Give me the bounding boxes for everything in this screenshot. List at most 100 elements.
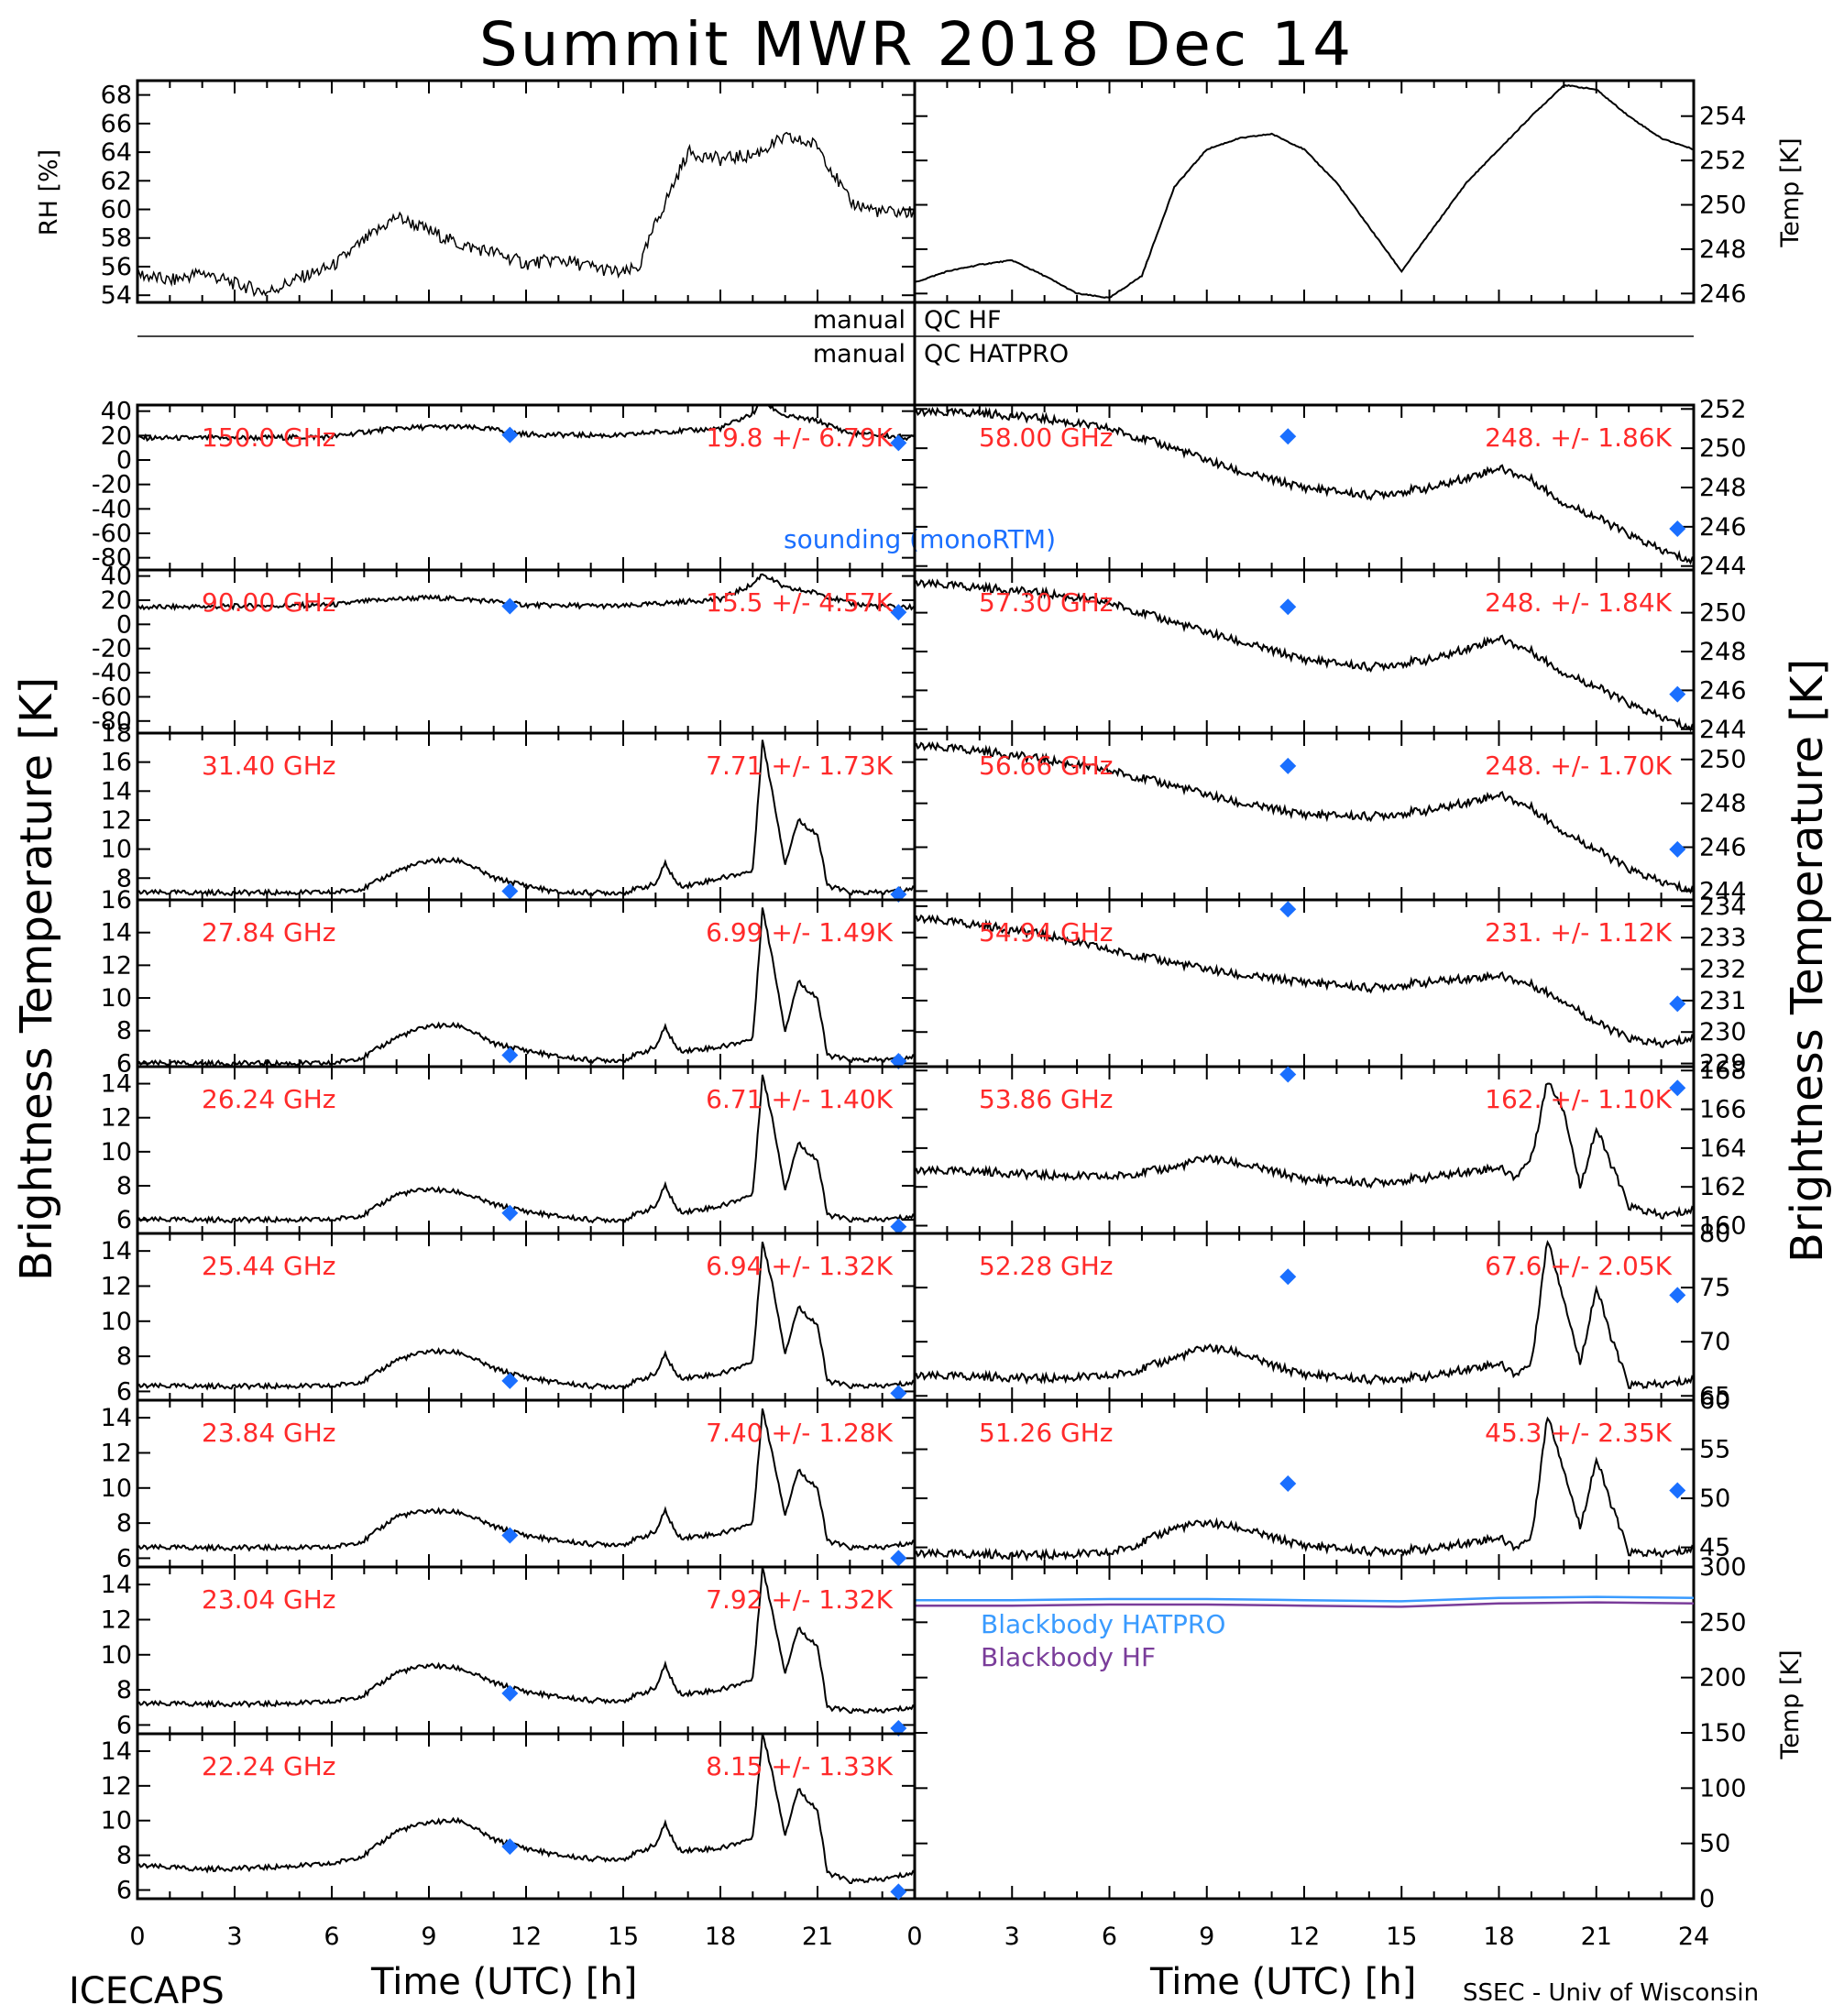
sounding-marker	[1669, 995, 1686, 1013]
y-tick-label: 250	[1699, 746, 1747, 774]
y-tick-label: 160	[1699, 1212, 1747, 1241]
x-tick-label-right: 15	[1386, 1923, 1417, 1951]
y-tick-label: 0	[116, 610, 132, 639]
x-tick-label-right: 6	[1102, 1923, 1117, 1951]
sounding-marker	[1279, 757, 1297, 774]
stats-label: 7.40 +/- 1.28K	[706, 1418, 893, 1448]
frequency-label: 90.00 GHz	[202, 587, 336, 618]
x-tick-label-left: 18	[705, 1923, 736, 1951]
y-tick-label: 14	[101, 919, 132, 948]
sounding-marker	[1279, 1268, 1297, 1286]
data-trace-57.30	[914, 578, 1695, 732]
sounding-marker	[890, 434, 907, 452]
y-tick-label: 65	[1699, 1382, 1730, 1410]
sounding-marker	[501, 1838, 519, 1856]
y-tick-label: 16	[101, 749, 132, 777]
y-tick-label: 20	[101, 586, 132, 615]
y-tick-label: 20	[101, 422, 132, 450]
y-tick-label: 8	[116, 1342, 132, 1371]
y-tick-label: 14	[101, 777, 132, 805]
y-tick-label: 8	[116, 1017, 132, 1046]
y-tick-label: 0	[116, 446, 132, 475]
y-tick-label: 150	[1699, 1719, 1747, 1748]
y-tick-label: 246	[1699, 834, 1747, 862]
y-tick-label: 12	[101, 1605, 132, 1634]
x-tick-label-left: 12	[510, 1923, 542, 1951]
frequency-label: 27.84 GHz	[202, 917, 336, 948]
data-trace-150	[137, 403, 916, 443]
frequency-label: 26.24 GHz	[202, 1084, 336, 1114]
data-trace-31.40	[137, 740, 916, 898]
frequency-label: 23.04 GHz	[202, 1584, 336, 1615]
frequency-label: 58.00 GHz	[979, 422, 1114, 453]
blackbody-line-0	[915, 1595, 1695, 1603]
y-tick-label: 40	[101, 563, 132, 591]
x-tick-label-right: 12	[1289, 1923, 1320, 1951]
sounding-marker	[501, 1684, 519, 1702]
x-tick-label-right: 21	[1581, 1923, 1612, 1951]
stats-label: 248. +/- 1.84K	[1485, 587, 1672, 618]
y-tick-label: 168	[1699, 1057, 1747, 1085]
y-tick-label: 100	[1699, 1774, 1747, 1802]
y-tick-label: 60	[101, 196, 132, 225]
frequency-label: 52.28 GHz	[979, 1251, 1114, 1281]
frequency-label: 22.24 GHz	[202, 1751, 336, 1781]
qc-label-1: QC HF	[924, 306, 1002, 334]
y-tick-label: 64	[101, 138, 132, 167]
y-tick-label: -80	[92, 544, 132, 573]
y-tick-label: 10	[101, 1641, 132, 1670]
y-tick-label: 14	[101, 1404, 132, 1432]
y-tick-label: -60	[92, 683, 132, 711]
y-tick-label: 6	[116, 1544, 132, 1572]
y-tick-label: 62	[101, 167, 132, 195]
y-tick-label: 244	[1699, 877, 1747, 905]
y-tick-label: 12	[101, 1772, 132, 1801]
y-tick-label: 10	[101, 984, 132, 1013]
y-tick-label: 12	[101, 806, 132, 835]
sounding-marker	[890, 1550, 907, 1567]
legend-sounding: sounding (monoRTM)	[784, 524, 1056, 554]
temp-axis-label: Temp [K]	[1776, 137, 1805, 247]
stats-label: 7.71 +/- 1.73K	[706, 751, 893, 781]
y-tick-label: 60	[1699, 1386, 1730, 1415]
bottom-x-axis-label-right: Time (UTC) [h]	[1150, 1961, 1417, 2003]
data-trace-56.66	[914, 740, 1695, 894]
y-tick-label: 8	[116, 1172, 132, 1200]
stats-label: 248. +/- 1.70K	[1485, 751, 1672, 781]
y-tick-label: -60	[92, 520, 132, 548]
y-tick-label: 0	[1699, 1885, 1715, 1913]
stats-label: 15.5 +/- 4.57K	[706, 587, 893, 618]
y-tick-label: 68	[101, 82, 132, 110]
qc-manual-1: manual	[813, 306, 906, 334]
y-tick-label: 18	[101, 719, 132, 748]
sounding-marker	[1279, 598, 1297, 616]
sounding-marker	[1669, 840, 1686, 858]
stats-label: 231. +/- 1.12K	[1485, 917, 1672, 948]
sounding-marker	[501, 1046, 519, 1064]
sounding-marker	[1669, 520, 1686, 537]
y-tick-label: 248	[1699, 236, 1747, 264]
sounding-marker	[1669, 1079, 1686, 1097]
y-tick-label: 248	[1699, 638, 1747, 666]
y-tick-label: 12	[101, 951, 132, 980]
y-tick-label: 231	[1699, 987, 1747, 1015]
y-tick-label: 50	[1699, 1830, 1730, 1858]
frequency-label: 56.66 GHz	[979, 751, 1114, 781]
y-tick-label: 233	[1699, 924, 1747, 952]
y-tick-label: 80	[1699, 1220, 1730, 1248]
y-tick-label: 246	[1699, 513, 1747, 542]
x-tick-label-left: 0	[129, 1923, 145, 1951]
y-tick-label: -80	[92, 707, 132, 736]
data-trace-58.00	[914, 406, 1695, 565]
y-tick-label: 250	[1699, 192, 1747, 220]
sounding-marker	[1279, 428, 1297, 445]
y-tick-label: 14	[101, 1070, 132, 1099]
sounding-marker	[1279, 1475, 1297, 1492]
data-trace-54.94	[914, 914, 1695, 1048]
left-y-axis-label: Brightness Temperature [K]	[11, 676, 62, 1281]
bottom-x-axis-label-left: Time (UTC) [h]	[371, 1961, 638, 2003]
sounding-marker	[501, 426, 519, 444]
footer-right-label: SSEC - Univ of Wisconsin	[1463, 1979, 1760, 2007]
stats-label: 8.15 +/- 1.33K	[706, 1751, 893, 1781]
chart-title: Summit MWR 2018 Dec 14	[478, 9, 1355, 80]
